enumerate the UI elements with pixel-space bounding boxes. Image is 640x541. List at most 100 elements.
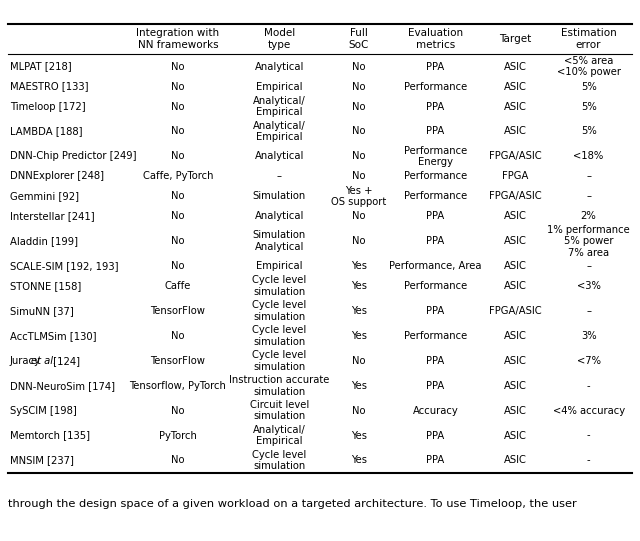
Text: ASIC: ASIC [504,456,527,465]
Text: No: No [171,62,185,71]
Text: ASIC: ASIC [504,281,527,291]
Text: PPA: PPA [426,127,445,136]
Text: SimuNN [37]: SimuNN [37] [10,306,74,316]
Text: Yes: Yes [351,456,367,465]
Text: FPGA/ASIC: FPGA/ASIC [489,151,541,161]
Text: Analytical: Analytical [255,62,304,71]
Text: Yes +
OS support: Yes + OS support [332,186,387,207]
Text: Yes: Yes [351,431,367,440]
Text: No: No [171,82,185,91]
Text: ASIC: ASIC [504,261,527,271]
Text: Performance, Area: Performance, Area [389,261,482,271]
Text: No: No [352,236,366,246]
Text: No: No [171,456,185,465]
Text: Cycle level
simulation: Cycle level simulation [252,300,307,322]
Text: ASIC: ASIC [504,331,527,341]
Text: No: No [171,331,185,341]
Text: <7%: <7% [577,356,600,366]
Text: 5%: 5% [580,127,596,136]
Text: <18%: <18% [573,151,604,161]
Text: DNNExplorer [248]: DNNExplorer [248] [10,171,104,181]
Text: Interstellar [241]: Interstellar [241] [10,212,94,221]
Text: Yes: Yes [351,281,367,291]
Text: PyTorch: PyTorch [159,431,197,440]
Text: Memtorch [135]: Memtorch [135] [10,431,90,440]
Text: No: No [352,151,366,161]
Text: <4% accuracy: <4% accuracy [552,406,625,415]
Text: PPA: PPA [426,62,445,71]
Text: FPGA/ASIC: FPGA/ASIC [489,306,541,316]
Text: FPGA/ASIC: FPGA/ASIC [489,192,541,201]
Text: Yes: Yes [351,261,367,271]
Text: TensorFlow: TensorFlow [150,356,205,366]
Text: Gemmini [92]: Gemmini [92] [10,192,79,201]
Text: 3%: 3% [580,331,596,341]
Text: No: No [352,356,366,366]
Text: SCALE-SIM [192, 193]: SCALE-SIM [192, 193] [10,261,118,271]
Text: DNN-Chip Predictor [249]: DNN-Chip Predictor [249] [10,151,136,161]
Text: PPA: PPA [426,102,445,111]
Text: No: No [352,102,366,111]
Text: SySCIM [198]: SySCIM [198] [10,406,76,415]
Text: Integration with
NN frameworks: Integration with NN frameworks [136,29,220,50]
Text: 5%: 5% [580,82,596,91]
Text: <3%: <3% [577,281,600,291]
Text: MNSIM [237]: MNSIM [237] [10,456,74,465]
Text: No: No [171,236,185,246]
Text: –: – [586,306,591,316]
Text: No: No [352,406,366,415]
Text: et al.: et al. [31,356,56,366]
Text: No: No [352,171,366,181]
Text: Accuracy: Accuracy [413,406,458,415]
Text: -: - [587,431,591,440]
Text: ASIC: ASIC [504,102,527,111]
Text: –: – [586,192,591,201]
Text: Analytical: Analytical [255,212,304,221]
Text: Yes: Yes [351,331,367,341]
Text: No: No [171,261,185,271]
Text: Yes: Yes [351,381,367,391]
Text: ASIC: ASIC [504,127,527,136]
Text: Cycle level
simulation: Cycle level simulation [252,325,307,347]
Text: No: No [171,102,185,111]
Text: Empirical: Empirical [256,82,303,91]
Text: ASIC: ASIC [504,406,527,415]
Text: Performance
Energy: Performance Energy [404,146,467,167]
Text: Performance: Performance [404,281,467,291]
Text: through the design space of a given workload on a targeted architecture. To use : through the design space of a given work… [8,499,577,509]
Text: Performance: Performance [404,331,467,341]
Text: FPGA: FPGA [502,171,529,181]
Text: Simulation
Analytical: Simulation Analytical [253,230,306,252]
Text: Full
SoC: Full SoC [349,29,369,50]
Text: ASIC: ASIC [504,236,527,246]
Text: Instruction accurate
simulation: Instruction accurate simulation [229,375,330,397]
Text: LAMBDA [188]: LAMBDA [188] [10,127,82,136]
Text: PPA: PPA [426,306,445,316]
Text: ASIC: ASIC [504,431,527,440]
Text: PPA: PPA [426,431,445,440]
Text: 2%: 2% [580,212,596,221]
Text: Timeloop [172]: Timeloop [172] [10,102,85,111]
Text: 5%: 5% [580,102,596,111]
Text: PPA: PPA [426,381,445,391]
Text: Cycle level
simulation: Cycle level simulation [252,350,307,372]
Text: ASIC: ASIC [504,356,527,366]
Text: –: – [586,261,591,271]
Text: Performance: Performance [404,192,467,201]
Text: Performance: Performance [404,82,467,91]
Text: Yes: Yes [351,306,367,316]
Text: Aladdin [199]: Aladdin [199] [10,236,77,246]
Text: ASIC: ASIC [504,82,527,91]
Text: –: – [277,171,282,181]
Text: Cycle level
simulation: Cycle level simulation [252,275,307,297]
Text: Analytical/
Empirical: Analytical/ Empirical [253,425,306,446]
Text: –: – [586,171,591,181]
Text: ASIC: ASIC [504,62,527,71]
Text: PPA: PPA [426,236,445,246]
Text: PPA: PPA [426,356,445,366]
Text: Circuit level
simulation: Circuit level simulation [250,400,309,421]
Text: No: No [352,127,366,136]
Text: -: - [587,456,591,465]
Text: TensorFlow: TensorFlow [150,306,205,316]
Text: No: No [171,127,185,136]
